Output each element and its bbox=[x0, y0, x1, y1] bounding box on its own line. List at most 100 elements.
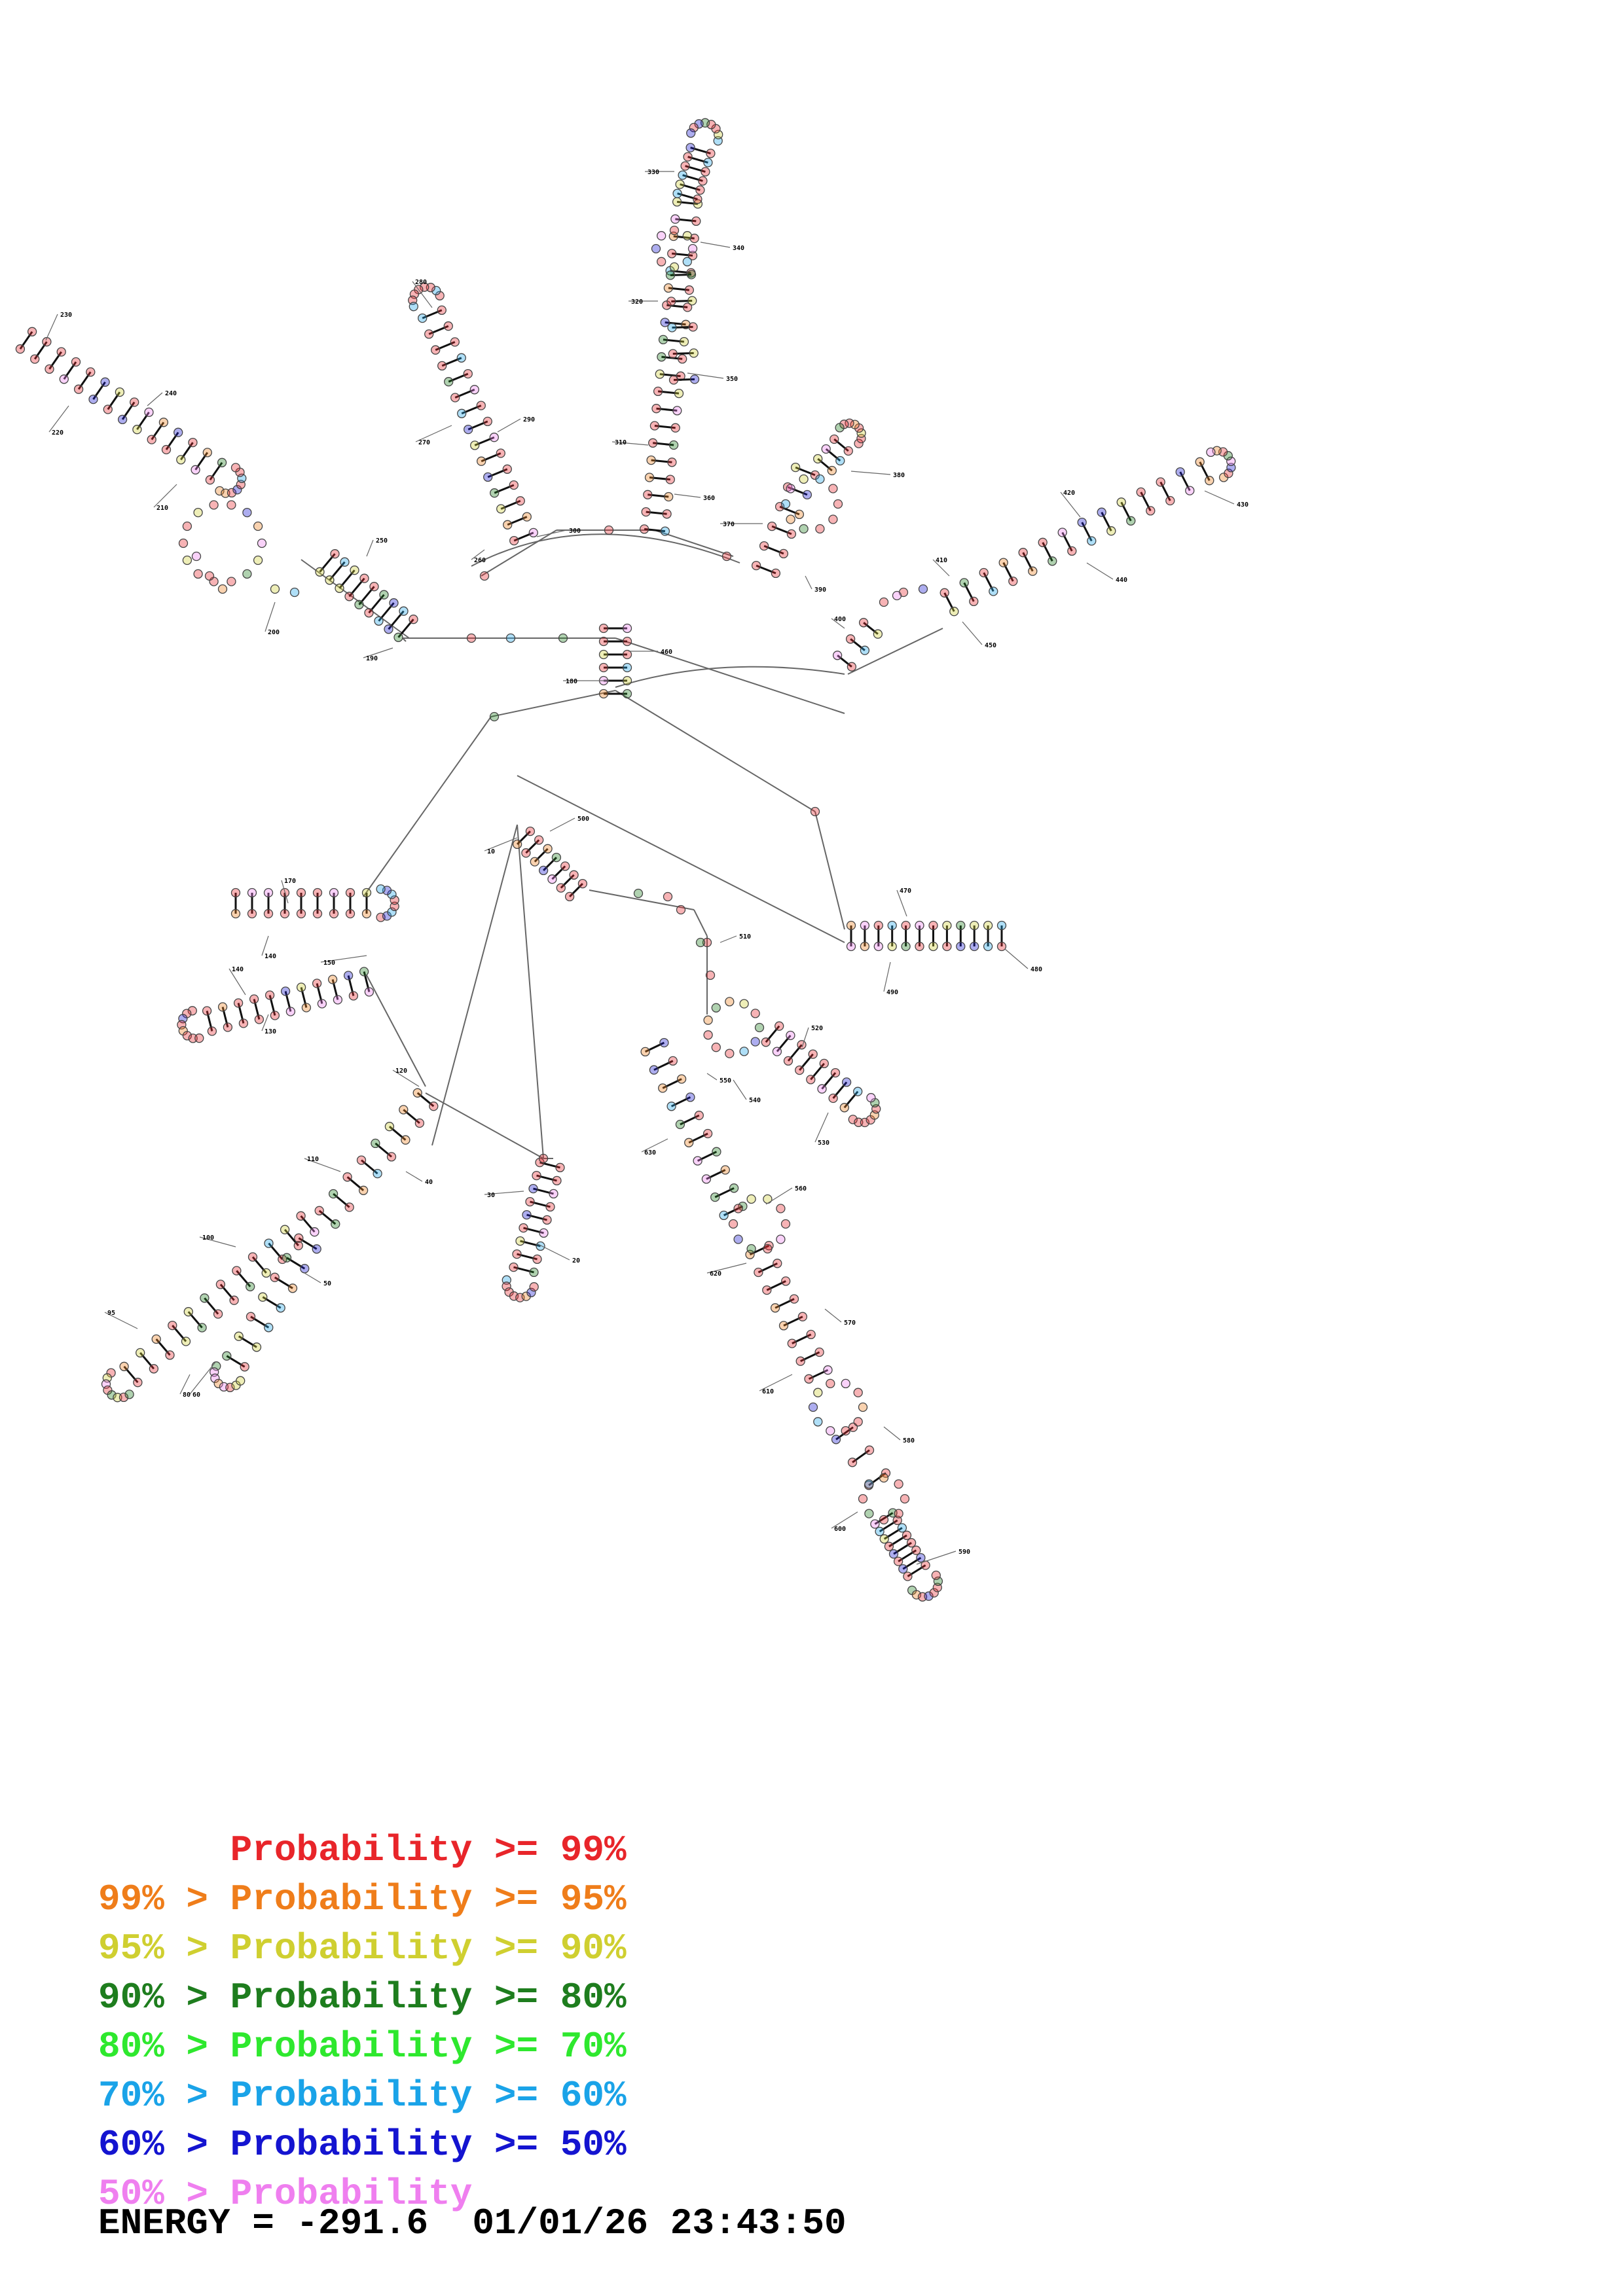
nucleotide bbox=[359, 967, 369, 977]
base-pair-bond bbox=[677, 192, 698, 200]
nucleotide bbox=[682, 257, 692, 266]
nucleotide bbox=[860, 920, 870, 931]
base-pair-bond bbox=[523, 1227, 544, 1234]
nucleotide bbox=[668, 440, 679, 450]
position-label: 430 bbox=[1204, 490, 1249, 509]
nucleotide bbox=[900, 1494, 910, 1504]
label-leader bbox=[1204, 490, 1235, 505]
legend-label: Probability bbox=[230, 2075, 473, 2117]
nucleotide bbox=[833, 499, 843, 509]
label-leader bbox=[805, 575, 812, 590]
nucleotide bbox=[327, 975, 338, 984]
helix bbox=[761, 1021, 881, 1128]
base-pair-bond bbox=[837, 655, 852, 668]
base-pair-bond bbox=[646, 511, 667, 515]
legend-prefix: 80% > bbox=[98, 2026, 230, 2068]
nucleotide bbox=[879, 1473, 889, 1483]
nucleotide bbox=[45, 364, 54, 374]
position-label: 400 bbox=[831, 616, 846, 629]
interior-loop bbox=[780, 474, 843, 534]
nucleotide bbox=[846, 941, 856, 952]
nucleotide bbox=[670, 214, 680, 224]
nucleotide bbox=[860, 1117, 870, 1128]
nucleotide bbox=[810, 806, 820, 817]
nucleotide bbox=[187, 1006, 197, 1016]
nucleotide bbox=[666, 1102, 676, 1111]
legend-prefix: 99% > bbox=[98, 1878, 230, 1920]
legend-prefix: 95% > bbox=[98, 1928, 230, 1969]
nucleotide bbox=[806, 1329, 816, 1340]
helix bbox=[501, 1157, 565, 1302]
nucleotide bbox=[536, 1241, 545, 1251]
nucleotide bbox=[703, 158, 713, 168]
base-pair-bond bbox=[714, 1187, 735, 1198]
nucleotide bbox=[470, 440, 480, 450]
position-label-text: 570 bbox=[844, 1319, 856, 1327]
nucleotide bbox=[264, 990, 275, 1000]
nucleotide bbox=[182, 555, 192, 565]
base-pair-bond bbox=[943, 592, 955, 612]
position-label: 250 bbox=[366, 537, 388, 557]
nucleotide bbox=[222, 1351, 232, 1361]
base-pair-bond bbox=[331, 979, 339, 1000]
position-label: 410 bbox=[932, 557, 950, 577]
nucleotide bbox=[693, 199, 703, 209]
helix bbox=[15, 327, 247, 498]
legend-label: Probability bbox=[230, 1829, 473, 1871]
label-leader bbox=[883, 1426, 901, 1441]
nucleotide bbox=[598, 649, 609, 660]
nucleotide bbox=[374, 616, 384, 626]
position-label: 100 bbox=[199, 1234, 236, 1247]
base-pair-bond bbox=[268, 995, 276, 1016]
base-pair-bond bbox=[474, 436, 495, 446]
position-label: 440 bbox=[1086, 562, 1127, 584]
nucleotide bbox=[1077, 517, 1087, 528]
nucleotide bbox=[841, 1426, 850, 1436]
nucleotide bbox=[780, 1219, 791, 1229]
base-pair-bond bbox=[374, 1142, 392, 1158]
position-label-text: 190 bbox=[366, 655, 378, 662]
base-pair-bond bbox=[253, 999, 261, 1020]
base-pair-bond bbox=[843, 1090, 859, 1109]
position-label: 80 bbox=[179, 1374, 191, 1399]
legend-prefix bbox=[98, 1829, 230, 1871]
nucleotide bbox=[901, 920, 911, 931]
nucleotide bbox=[858, 1494, 868, 1504]
nucleotide bbox=[639, 524, 649, 534]
nucleotide bbox=[542, 1215, 552, 1225]
position-label: 500 bbox=[549, 816, 589, 832]
legend-row: 70% > Probability >= 60% bbox=[98, 2072, 627, 2121]
nucleotide bbox=[672, 188, 682, 198]
nucleotide bbox=[350, 565, 359, 575]
nucleotide bbox=[280, 1225, 290, 1234]
position-label: 520 bbox=[801, 1025, 823, 1048]
nucleotide bbox=[746, 1194, 756, 1204]
base-pair-bond bbox=[500, 499, 521, 510]
legend-label: Probability bbox=[230, 2026, 473, 2068]
nucleotide bbox=[847, 1458, 858, 1467]
nucleotide bbox=[369, 582, 379, 592]
position-label-text: 470 bbox=[900, 888, 911, 895]
helix bbox=[672, 118, 723, 204]
nucleotide bbox=[343, 971, 354, 980]
base-pair-bond bbox=[284, 991, 292, 1012]
nucleotide bbox=[775, 501, 785, 512]
nucleotide bbox=[819, 1058, 829, 1069]
nucleotide bbox=[694, 119, 704, 129]
nucleotide bbox=[655, 369, 665, 379]
label-leader bbox=[814, 1112, 829, 1143]
legend-suffix: >= 90% bbox=[472, 1928, 627, 1969]
label-leader bbox=[1060, 492, 1081, 518]
label-leader bbox=[48, 405, 69, 433]
nucleotide bbox=[666, 296, 676, 306]
nucleotide bbox=[512, 839, 522, 850]
nucleotide bbox=[864, 1445, 875, 1455]
label-leader bbox=[264, 601, 276, 632]
nucleotide bbox=[30, 354, 40, 364]
base-pair-bond bbox=[682, 174, 703, 182]
label-leader bbox=[484, 1191, 524, 1195]
nucleotide bbox=[254, 1014, 264, 1024]
position-label: 340 bbox=[700, 242, 744, 252]
